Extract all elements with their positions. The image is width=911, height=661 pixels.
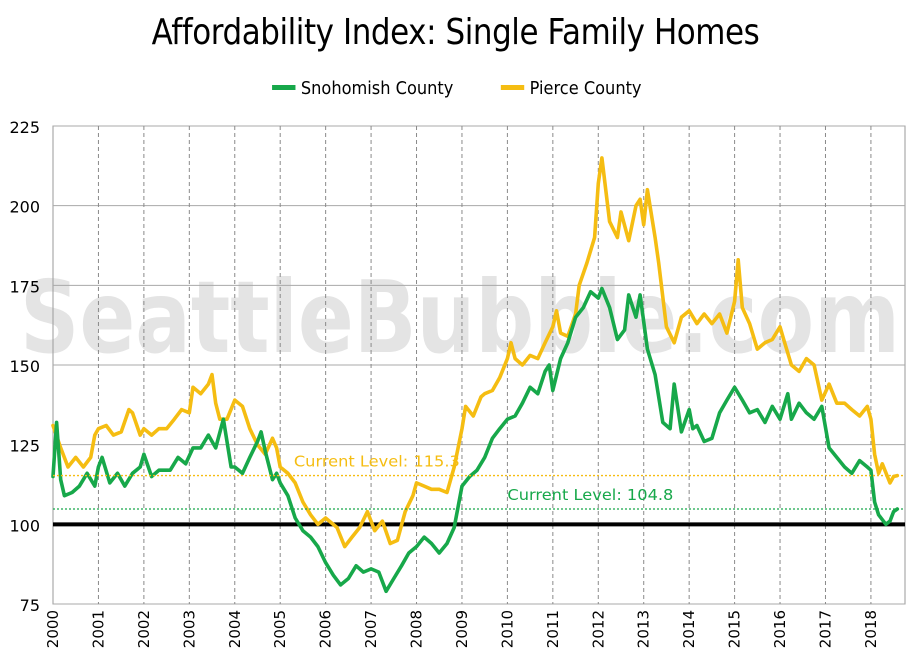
legend-item-snohomish: Snohomish County [271,78,454,99]
watermark: SeattleBubble.com [20,259,900,376]
chart-title: Affordability Index: Single Family Homes [151,12,760,53]
y-tick-label: 75 [20,596,40,615]
x-tick-label: 2005 [271,610,289,648]
series-lines [51,156,900,594]
current-level-annotations: Current Level: 115.3 Current Level: 104.8 [53,453,905,510]
x-tick-label: 2015 [726,610,744,648]
legend-swatch-snohomish [271,84,296,90]
current-level-label: Current Level: 115.3 [294,453,460,471]
x-tick-label: 2002 [135,610,153,648]
y-tick-label: 175 [9,277,40,296]
x-tick-label: 2000 [44,610,62,648]
current-level-label: Current Level: 104.8 [507,486,673,504]
x-tick-label: 2018 [862,610,880,648]
legend-swatch-pierce [500,84,525,90]
x-tick-label: 2014 [680,610,698,648]
x-tick-label: 2013 [635,610,653,648]
x-tick-label: 2003 [180,610,198,648]
y-tick-label: 100 [9,516,40,535]
x-tick-label: 2008 [408,610,426,648]
y-tick-label: 150 [9,357,40,376]
legend-label-snohomish: Snohomish County [300,78,454,99]
x-tick-label: 2016 [771,610,789,648]
x-axis-ticks: 2000 2001 2002 2003 2004 2005 2006 2007 2008 2009… [44,610,880,648]
grid [52,125,906,605]
snohomish-county-line [51,286,900,594]
x-tick-label: 2017 [816,610,834,648]
x-tick-label: 2004 [226,610,244,648]
y-tick-label: 125 [9,437,40,456]
x-tick-label: 2006 [317,610,335,648]
x-tick-label: 2010 [498,610,516,648]
x-tick-label: 2012 [589,610,607,648]
x-tick-label: 2011 [544,610,562,648]
y-tick-label: 200 [9,198,40,217]
x-tick-label: 2001 [89,610,107,648]
legend: Snohomish County Pierce County [0,78,911,99]
pierce-county-line [51,156,900,549]
x-tick-label: 2007 [362,610,380,648]
y-axis-ticks: 75 100 125 150 175 200 225 [9,118,40,615]
legend-item-pierce: Pierce County [500,78,642,99]
x-tick-label: 2009 [453,610,471,648]
y-tick-label: 225 [9,118,40,137]
legend-label-pierce: Pierce County [529,78,642,99]
